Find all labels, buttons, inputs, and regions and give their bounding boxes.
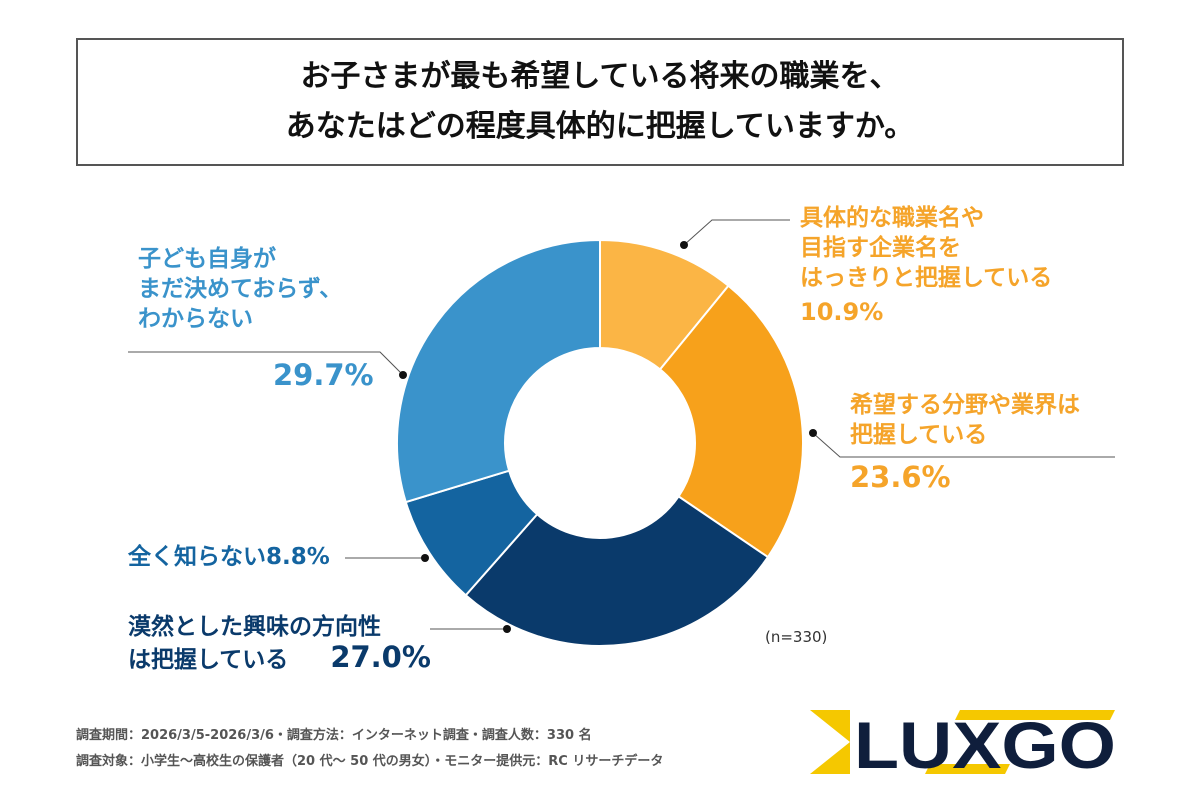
luxgo-logo: LUXGO [810,710,1116,774]
donut-slice-1 [658,284,804,559]
slice-label-line: 希望する分野や業界は [850,392,1080,418]
slice-label-line: 全く知らない [128,544,266,570]
footer-survey-period: 調査期間：2026/3/5-2026/3/6・調査方法：インターネット調査・調査… [76,728,592,743]
slice-label-line: 把握している [850,422,988,448]
title-line-1: お子さまが最も希望している将来の職業を、 [300,59,900,94]
slice-label-1: 希望する分野や業界は 把握している 23.6% [850,390,1080,492]
leader-line-1 [812,432,1115,458]
svg-text:LUXGO: LUXGO [854,710,1116,774]
slice-label-line: わからない [138,306,253,332]
donut-slice-2 [464,495,770,647]
title-box: お子さまが最も希望している将来の職業を、 あなたはどの程度具体的に把握しています… [76,38,1124,166]
slice-label-line: まだ決めておらず、 [138,276,343,302]
leader-dot-2 [503,625,511,633]
donut-slice-4 [396,238,601,504]
slice-label-line: 子ども自身が [138,246,276,272]
slice-label-line: 目指す企業名を [800,235,961,261]
slice-label-line: はっきりと把握している [800,265,1053,291]
sample-size: (n=330) [765,628,828,646]
slice-label-2: 漠然とした興味の方向性 は把握している 27.0% [128,612,431,675]
leader-dot-0 [680,241,688,249]
leader-dot-3 [421,554,429,562]
leader-dot-1 [809,429,817,437]
slice-label-4: 子ども自身が まだ決めておらず、 わからない 29.7% [138,244,374,390]
slice-percent: 10.9% [800,298,884,326]
leader-dot-4 [399,371,407,379]
title-line-2: あなたはどの程度具体的に把握していますか。 [285,109,915,144]
slice-label-line: は把握している [128,647,289,673]
slice-percent: 8.8% [266,544,330,570]
leader-line-0 [683,219,790,246]
slice-label-0: 具体的な職業名や 目指す企業名を はっきりと把握している 10.9% [800,203,1052,327]
slice-label-line: 漠然とした興味の方向性 [128,614,381,640]
footer-survey-target: 調査対象：小学生〜高校生の保護者（20 代〜 50 代の男女）・モニター提供元：… [76,754,664,769]
slice-percent: 29.7% [273,358,374,392]
slice-percent: 27.0% [330,640,431,674]
slice-label-3: 全く知らない8.8% [128,542,330,572]
slice-label-line: 具体的な職業名や [800,205,984,231]
leader-line-4 [128,351,404,376]
slice-percent: 23.6% [850,460,951,494]
